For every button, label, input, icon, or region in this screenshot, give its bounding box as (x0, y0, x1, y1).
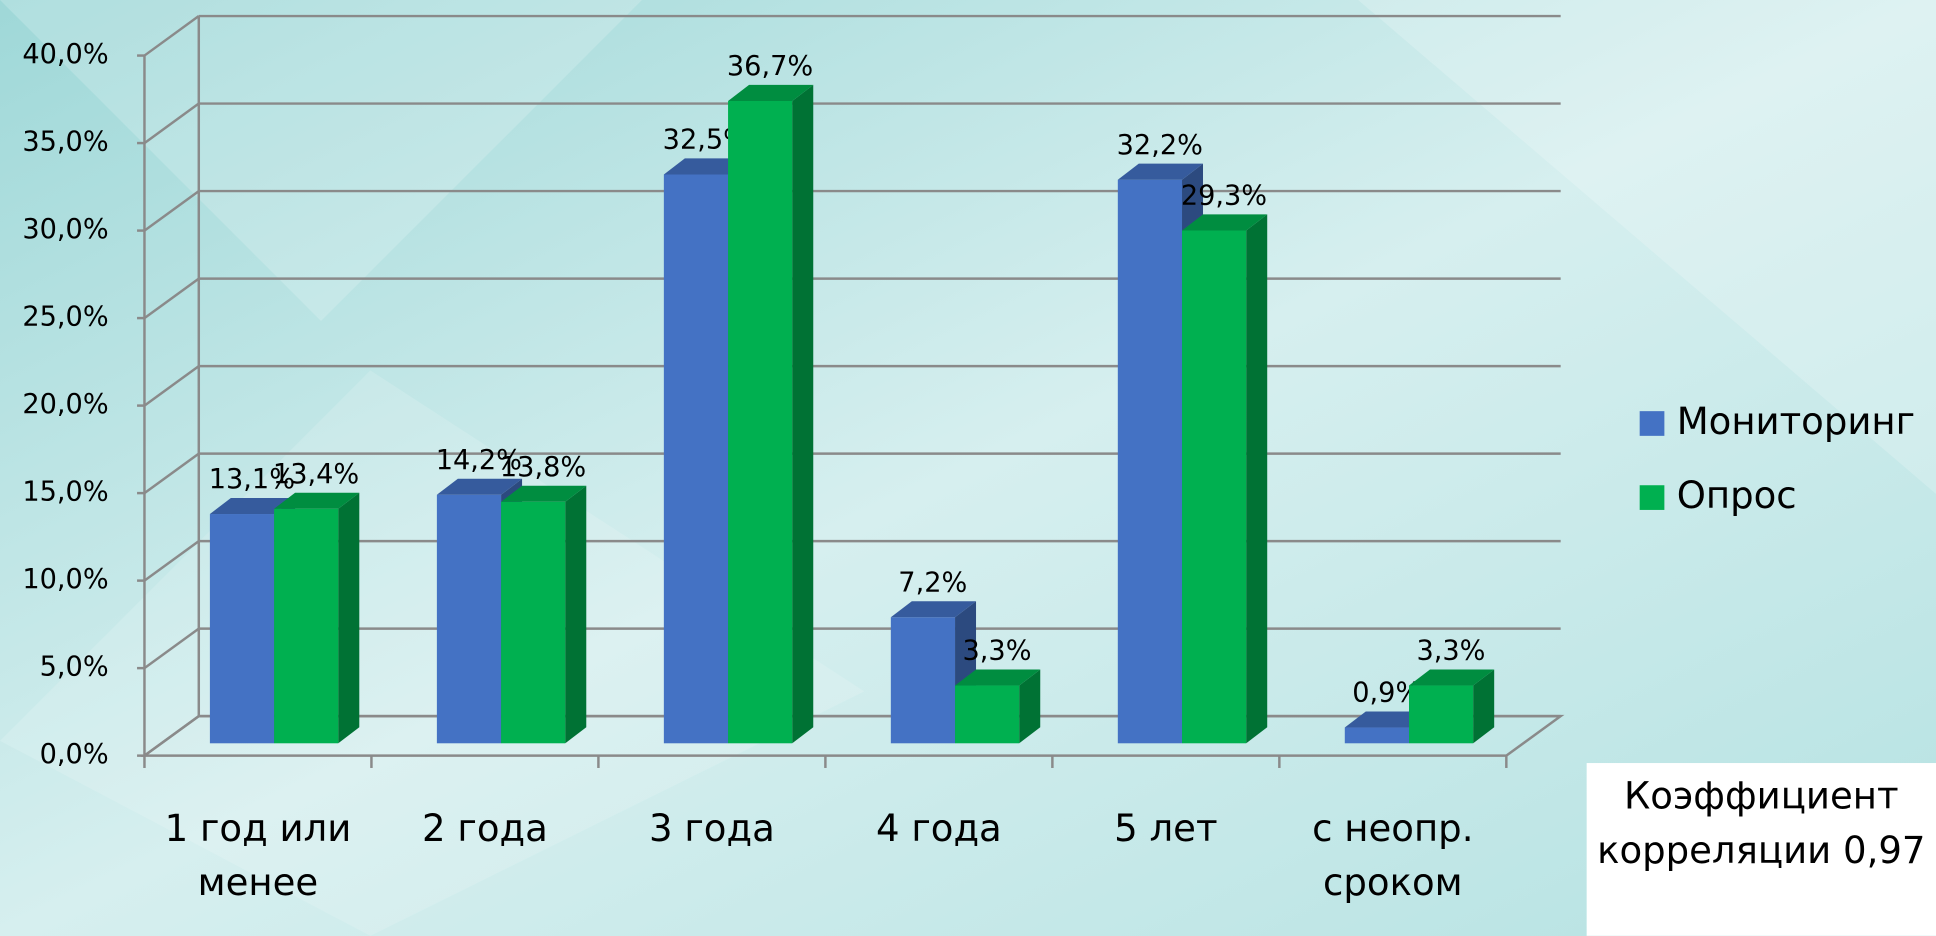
bar-front (1117, 179, 1183, 744)
grid-line-side (143, 102, 200, 145)
bar-side (1246, 214, 1268, 744)
bar-top (436, 478, 523, 495)
y-tick-label: 25,0% (22, 302, 108, 333)
grid-line-side (143, 277, 200, 320)
bar-top (1344, 711, 1430, 728)
annotation-box: Коэффициент корреляции 0,97 (1586, 763, 1936, 936)
grid-line-side (143, 365, 200, 407)
bar-front (274, 508, 339, 744)
x-tick-label-box: 4 года (875, 807, 1002, 851)
y-tick-label: 30,0% (22, 214, 108, 245)
bar-front (1182, 230, 1247, 744)
value-label: 3,3% (1416, 636, 1485, 667)
bar-top (1117, 163, 1204, 180)
y-tick-label: 15,0% (22, 477, 108, 508)
annotation: Коэффициент корреляции 0,97 (1586, 763, 1936, 936)
bar-side (1473, 669, 1495, 744)
bar-top (728, 84, 814, 101)
bar-front (1408, 685, 1474, 744)
x-tick-label: с неопр. сроком (1312, 807, 1474, 905)
bar-top (1408, 669, 1495, 686)
bar-front (501, 501, 566, 744)
y-tick-label: 35,0% (22, 127, 108, 158)
bar-front (436, 494, 502, 744)
decor (0, 0, 643, 322)
bar-top (663, 158, 750, 175)
decor (0, 370, 865, 936)
bar-front (663, 174, 729, 744)
grid-line-side (143, 15, 200, 57)
bar-top (501, 485, 587, 502)
x-tick-label: 4 года (875, 807, 1002, 851)
x-tick-label-box: 5 лет (1114, 807, 1218, 851)
value-label: 13,8% (500, 452, 586, 483)
x-tick-label-box: 2 года (422, 807, 548, 851)
value-label: 3,3% (963, 636, 1032, 667)
x-tick-label-box: с неопр. сроком (1312, 807, 1474, 905)
value-label: 13,4% (273, 459, 359, 490)
grid-line-side (143, 627, 200, 670)
y-tick-label: 40,0% (22, 39, 108, 70)
y-tick-label: 20,0% (22, 389, 108, 420)
y-tick-label: 5,0% (40, 652, 109, 683)
x-tick-label: 3 года (648, 807, 775, 851)
value-label: 36,7% (727, 51, 813, 82)
x-tick-label: 5 лет (1114, 807, 1218, 851)
value-label: 14,2% (436, 445, 522, 476)
bar-front (890, 617, 956, 744)
x-tick-label-box: 3 года (648, 807, 775, 851)
grid-line-side (143, 190, 200, 232)
grid-line-side (143, 452, 200, 495)
bar-top (274, 492, 360, 509)
bar-side (338, 492, 360, 744)
grid-line-side (143, 540, 200, 582)
legend-label: Мониторинг (1677, 400, 1915, 443)
legend-swatch (1639, 411, 1665, 436)
legend-swatch (1639, 485, 1665, 510)
grid-line-side (143, 715, 200, 757)
value-label: 7,2% (898, 567, 967, 598)
bar-top (1182, 214, 1268, 231)
bar-side (792, 84, 814, 744)
bar-front (1344, 727, 1409, 744)
value-label: 29,3% (1181, 181, 1267, 212)
bar-top (955, 669, 1041, 686)
x-tick-label-box: 1 год или менее (164, 807, 352, 905)
bar-front (955, 685, 1020, 744)
legend-label: Опрос (1677, 474, 1797, 517)
bar-front (209, 514, 275, 744)
value-label: 32,2% (1117, 130, 1203, 161)
bar-side (1019, 669, 1041, 744)
y-tick-label: 10,0% (22, 564, 108, 595)
x-tick-label: 1 год или менее (164, 807, 352, 905)
bar-side (565, 485, 587, 744)
value-label: 13,1% (209, 464, 295, 495)
bar-top (209, 497, 296, 515)
bar-front (728, 100, 793, 744)
bar-top (890, 601, 977, 618)
x-tick-label: 2 года (422, 807, 548, 851)
y-tick-label: 0,0% (40, 739, 109, 770)
